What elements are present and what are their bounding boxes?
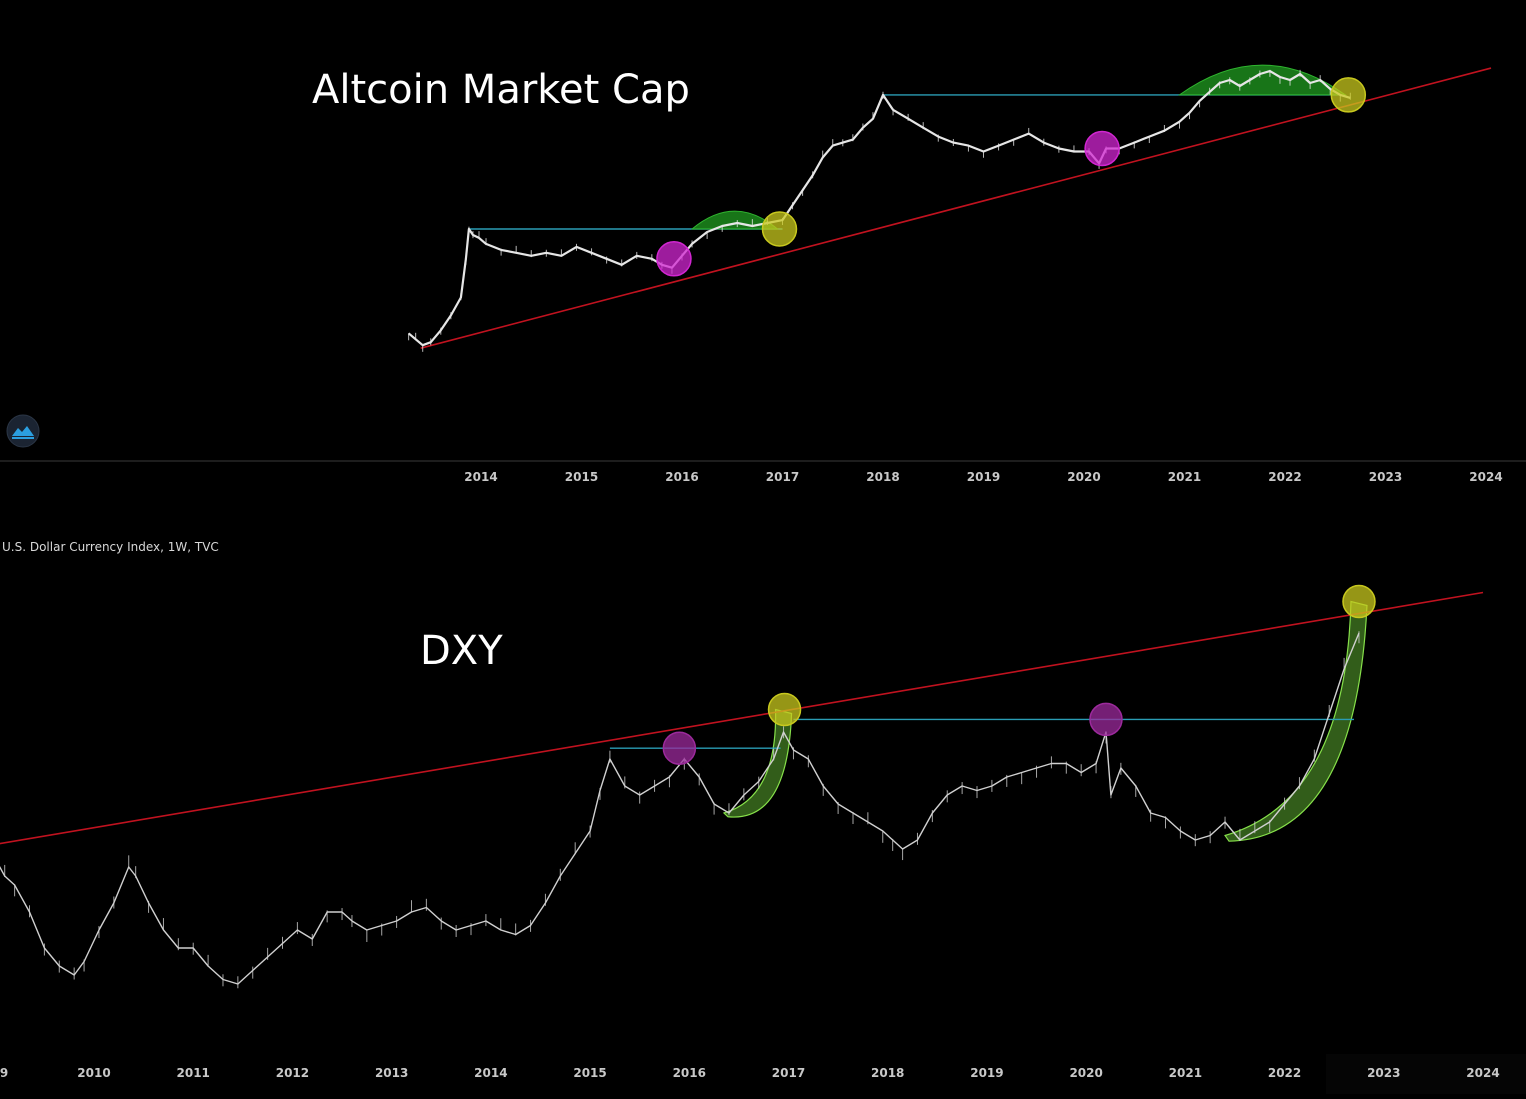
highlight-circle-marker xyxy=(1330,77,1367,113)
price-series-line xyxy=(0,632,1360,985)
x-tick-label: 2016 xyxy=(665,470,698,484)
x-tick-label: 2024 xyxy=(1466,1066,1499,1080)
x-tick-label: 2024 xyxy=(1469,470,1502,484)
x-tick-label: 2017 xyxy=(766,470,799,484)
highlight-circle-marker xyxy=(767,692,802,727)
dxy-panel: U.S. Dollar Currency Index, 1W, TVC DXY … xyxy=(0,540,1526,1094)
x-tick-label: 2017 xyxy=(772,1066,805,1080)
x-tick-label: 2023 xyxy=(1369,470,1402,484)
support-trendline xyxy=(420,67,1492,349)
x-tick-label: 2018 xyxy=(866,470,899,484)
x-tick-label: 2023 xyxy=(1367,1066,1400,1080)
x-tick-label: 2012 xyxy=(276,1066,309,1080)
x-tick-label: 2018 xyxy=(871,1066,904,1080)
x-tick-label: 2019 xyxy=(970,1066,1003,1080)
x-tick-label: 9 xyxy=(0,1066,8,1080)
dxy-x-axis: 9 2010 2011 2012 2013 2014 2015 2016 2017 2018 201… xyxy=(0,1066,1500,1080)
altcoin-arcs xyxy=(690,64,1347,230)
highlight-circle-marker xyxy=(662,731,697,765)
altcoin-panel: Altcoin Market Cap 2014 2015 2016 2017 2018 2… xyxy=(6,64,1503,484)
x-tick-label: 2011 xyxy=(177,1066,210,1080)
dxy-chart-title: DXY xyxy=(420,628,503,674)
dxy-trendline-group xyxy=(0,591,1484,845)
x-tick-label: 2020 xyxy=(1067,470,1100,484)
x-tick-label: 2016 xyxy=(673,1066,706,1080)
altcoin-chart-title: Altcoin Market Cap xyxy=(312,67,690,113)
x-tick-label: 2015 xyxy=(573,1066,606,1080)
x-tick-label: 2015 xyxy=(565,470,598,484)
x-tick-label: 2022 xyxy=(1268,470,1301,484)
highlight-circle-marker xyxy=(1084,130,1120,167)
highlight-circle-marker xyxy=(1089,702,1123,737)
x-tick-label: 2020 xyxy=(1069,1066,1102,1080)
x-tick-label: 2021 xyxy=(1169,1066,1202,1080)
platform-logo-icon[interactable] xyxy=(6,414,40,448)
highlight-circle-marker xyxy=(1342,584,1376,619)
x-tick-label: 2013 xyxy=(375,1066,408,1080)
dxy-axis-shade xyxy=(1326,1054,1526,1094)
altcoin-series-group xyxy=(407,69,1351,352)
x-tick-label: 2019 xyxy=(967,470,1000,484)
altcoin-x-axis: 2014 2015 2016 2017 2018 2019 2020 2021 2022 2023… xyxy=(464,470,1502,484)
dxy-symbol-label: U.S. Dollar Currency Index, 1W, TVC xyxy=(2,540,219,554)
x-tick-label: 2010 xyxy=(77,1066,110,1080)
highlight-circle-marker xyxy=(656,241,692,277)
altcoin-circle-markers xyxy=(656,77,1367,277)
x-tick-label: 2022 xyxy=(1268,1066,1301,1080)
dxy-series-group xyxy=(0,631,1360,989)
x-tick-label: 2014 xyxy=(464,470,497,484)
highlight-circle-marker xyxy=(761,211,798,247)
support-trendline xyxy=(0,591,1484,845)
x-tick-label: 2014 xyxy=(474,1066,507,1080)
dxy-circle-markers xyxy=(662,584,1376,765)
altcoin-trendline-group xyxy=(420,67,1492,349)
x-tick-label: 2021 xyxy=(1168,470,1201,484)
